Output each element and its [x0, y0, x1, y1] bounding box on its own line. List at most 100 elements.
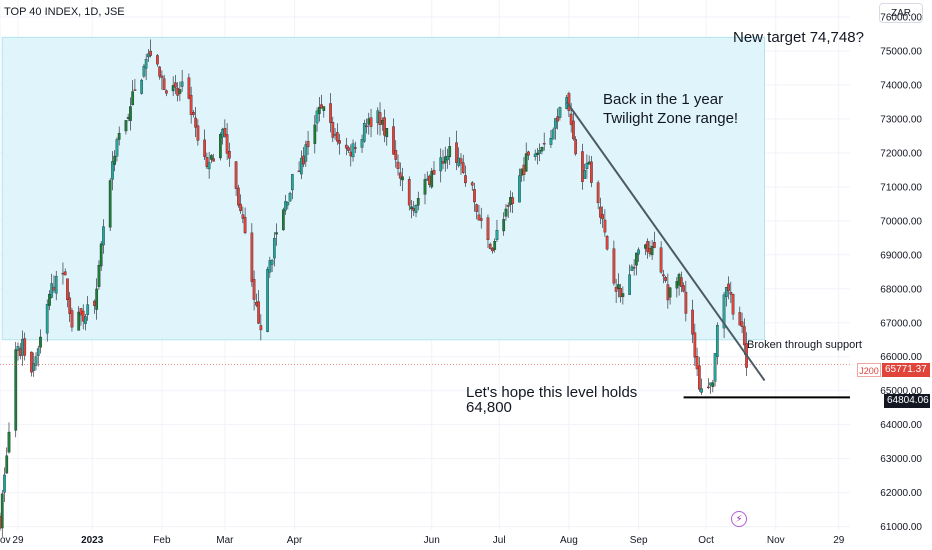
candle: [596, 182, 600, 204]
candle: [205, 157, 209, 167]
annotation-lines: [0, 101, 850, 399]
x-tick-label: Mar: [216, 535, 234, 546]
candle: [207, 162, 211, 170]
candle: [219, 134, 222, 159]
candle: [549, 138, 553, 145]
candle: [165, 90, 168, 94]
candle: [203, 139, 206, 157]
candle: [551, 129, 555, 140]
hope-annotation-line2: 64,800: [466, 399, 512, 416]
candle: [414, 205, 418, 213]
candle: [691, 309, 694, 335]
y-tick-label: 71000.00: [880, 182, 922, 193]
candle: [439, 157, 443, 172]
candle: [338, 140, 341, 144]
candle: [715, 325, 719, 357]
candle: [288, 192, 292, 202]
candle: [66, 278, 69, 301]
candle: [234, 161, 238, 189]
y-tick-label: 61000.00: [880, 522, 922, 533]
candle: [679, 277, 683, 287]
candle: [603, 219, 607, 233]
candle: [459, 158, 463, 164]
last-price-tag: 65771.37: [882, 363, 930, 377]
candles: [0, 39, 748, 537]
candle: [250, 232, 254, 282]
candle: [196, 125, 200, 141]
y-tick-label: 63000.00: [880, 454, 922, 465]
candle: [299, 157, 303, 175]
candle: [635, 252, 638, 266]
candle: [369, 117, 373, 127]
candle: [630, 266, 634, 271]
candle: [45, 304, 49, 334]
y-tick-label: 62000.00: [880, 488, 922, 499]
candle: [711, 382, 715, 387]
candle: [457, 157, 461, 166]
candle: [443, 156, 447, 164]
candle: [729, 292, 733, 295]
candle: [601, 214, 604, 220]
y-tick-label: 64000.00: [880, 420, 922, 431]
candle: [416, 198, 420, 206]
candle: [473, 189, 476, 203]
candle: [344, 144, 348, 149]
candle: [650, 245, 654, 256]
candle: [653, 242, 656, 248]
candle: [659, 247, 663, 273]
candle: [5, 455, 9, 474]
candle: [50, 283, 54, 298]
y-tick-label: 75000.00: [880, 46, 922, 57]
candle: [16, 346, 20, 351]
candle: [540, 147, 544, 152]
candle: [21, 338, 24, 356]
candle: [322, 106, 326, 111]
y-axis: 61000.00 62000.00 63000.00 64000.00 65000.00…: [880, 12, 922, 533]
candle: [315, 110, 319, 124]
lightning-icon[interactable]: ⚡: [731, 511, 747, 527]
candle: [113, 155, 117, 165]
candle: [621, 293, 625, 297]
y-tick-label: 76000.00: [880, 12, 922, 23]
candle: [662, 274, 665, 277]
candle: [628, 274, 631, 295]
candle: [275, 232, 278, 235]
candle: [558, 107, 562, 118]
candle: [574, 139, 578, 155]
candle: [259, 325, 263, 331]
candle: [140, 79, 144, 94]
candle: [581, 151, 584, 182]
candle: [509, 197, 512, 205]
x-tick-label: Feb: [153, 535, 171, 546]
candle: [243, 216, 247, 234]
candle: [34, 356, 38, 366]
currency-button[interactable]: ZAR: [879, 3, 923, 23]
candle: [329, 103, 332, 123]
candle: [700, 388, 703, 393]
candle: [587, 161, 591, 165]
candle: [398, 172, 402, 179]
candle: [133, 89, 137, 91]
candle: [464, 175, 467, 184]
candle: [320, 104, 323, 109]
candle: [353, 147, 357, 149]
candle: [617, 284, 620, 289]
candle: [527, 151, 530, 156]
candle: [646, 241, 649, 252]
candle: [351, 143, 355, 158]
candle: [446, 155, 449, 161]
candle: [585, 163, 589, 169]
candle: [706, 386, 710, 389]
candle: [666, 284, 670, 301]
candle: [228, 150, 231, 159]
candle: [111, 161, 114, 180]
candle: [455, 142, 458, 163]
candle: [252, 279, 256, 300]
candle: [284, 201, 287, 211]
candle: [511, 197, 515, 204]
candle: [32, 363, 36, 371]
candle: [223, 128, 227, 137]
candle: [7, 431, 11, 453]
candle: [131, 91, 135, 106]
